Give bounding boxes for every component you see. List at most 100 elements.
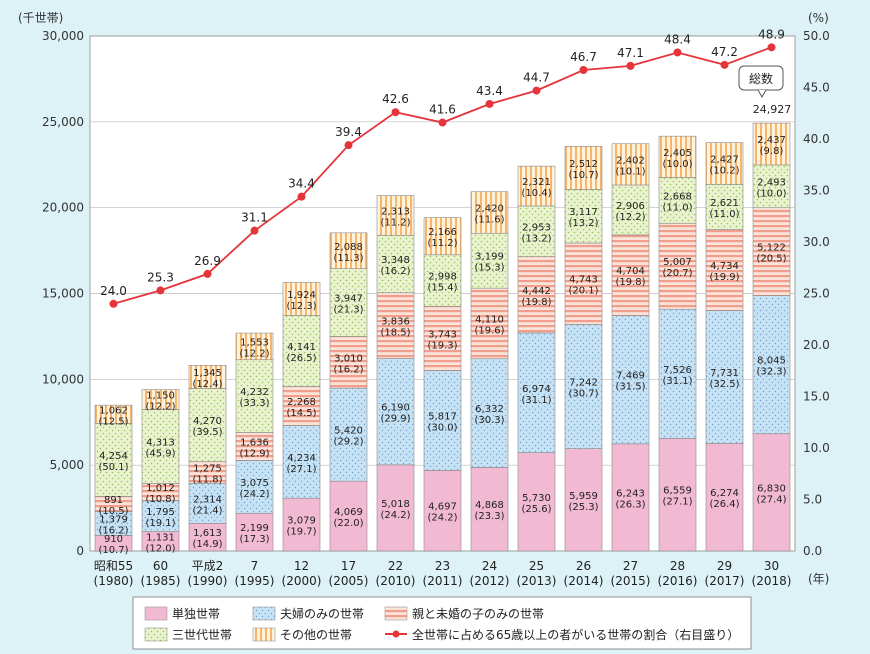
ratio-label: 44.7: [523, 71, 550, 85]
bar-segment-couple: [282, 425, 321, 499]
bar-segment-couple: [611, 315, 650, 445]
pct-label: (29.9): [380, 414, 410, 425]
value-label: 7,731: [710, 368, 739, 379]
left-tick-label: 30,000: [42, 29, 84, 43]
value-label: 1,062: [99, 405, 128, 416]
pct-label: (10.8): [145, 494, 175, 505]
x-tick-era: 26: [576, 559, 591, 573]
x-tick-era: 22: [388, 559, 403, 573]
pct-label: (19.1): [145, 518, 175, 529]
left-tick-label: 15,000: [42, 287, 84, 301]
ratio-label: 47.2: [711, 45, 738, 59]
pct-label: (16.2): [380, 266, 410, 277]
bar-segment-other: [235, 332, 274, 361]
value-label: 2,437: [757, 135, 786, 146]
value-label: 1,275: [193, 464, 222, 475]
value-label: 1,379: [99, 515, 128, 526]
ratio-point: [485, 99, 494, 108]
pct-label: (21.3): [333, 305, 363, 316]
ratio-label: 48.9: [758, 27, 785, 41]
pct-label: (16.2): [333, 364, 363, 375]
x-tick-era: 60: [153, 559, 168, 573]
bar-segment-parent_child: [564, 242, 603, 325]
pct-label: (10.4): [521, 188, 551, 199]
bar-segment-three_gen: [705, 184, 744, 230]
value-label: 5,730: [522, 493, 551, 504]
pct-label: (10.0): [662, 159, 692, 170]
bar-segment-three_gen: [658, 177, 697, 224]
x-tick-year: (2010): [376, 574, 416, 588]
value-label: 3,075: [240, 478, 269, 489]
bar-segment-single: [517, 452, 556, 552]
bar-segment-parent_child: [470, 287, 509, 360]
value-label: 3,010: [334, 353, 363, 364]
bar-segment-other: [705, 142, 744, 185]
bar-segment-single: [423, 470, 462, 552]
ratio-label: 39.4: [335, 125, 362, 139]
value-label: 1,012: [146, 483, 175, 494]
pct-label: (12.2): [239, 348, 269, 359]
x-tick-era: 平成2: [192, 559, 224, 573]
bar-segment-other: [423, 217, 462, 256]
legend: 単独世帯 夫婦のみの世帯 親と未婚の子のみの世帯 三世代世帯 その他の世帯 全世…: [132, 596, 752, 650]
right-tick-label: 30.0: [803, 235, 830, 249]
value-label: 4,704: [616, 266, 645, 277]
value-label: 6,559: [663, 486, 692, 497]
bar-segment-couple: [423, 370, 462, 471]
pct-label: (12.9): [239, 448, 269, 459]
right-tick-label: 0.0: [803, 544, 822, 558]
pct-label: (30.3): [474, 415, 504, 426]
pct-label: (24.2): [427, 513, 457, 524]
bar-segment-couple: [752, 295, 791, 435]
legend-label-three-gen: 三世代世帯: [172, 628, 232, 642]
pct-label: (19.8): [521, 297, 551, 308]
pct-label: (11.2): [380, 217, 410, 228]
x-tick-era: 27: [623, 559, 638, 573]
legend-line-marker: [392, 630, 400, 638]
ratio-point: [250, 226, 259, 235]
bar-segment-other: [470, 191, 509, 234]
pct-label: (12.5): [98, 416, 128, 427]
bar-segment-single: [658, 438, 697, 552]
x-tick-year: (2016): [658, 574, 698, 588]
value-label: 5,018: [381, 499, 410, 510]
value-label: 3,348: [381, 255, 410, 266]
value-label: 2,953: [522, 222, 551, 233]
pct-label: (22.0): [333, 518, 363, 529]
total-callout-value: 24,927: [753, 103, 792, 116]
pct-label: (50.1): [98, 462, 128, 473]
value-label: 6,830: [757, 483, 786, 494]
right-axis: 0.0 5.0 10.0 15.0 20.0 25.0 30.0 35.0 40.0 45.0 50…: [803, 29, 830, 558]
value-label: 3,079: [287, 516, 316, 527]
value-label: 2,512: [569, 159, 598, 170]
value-label: 2,427: [710, 154, 739, 165]
bar-segment-parent_child: [235, 432, 274, 461]
value-label: 6,332: [475, 404, 504, 415]
pct-label: (19.3): [427, 340, 457, 351]
bar-segment-other: [188, 365, 227, 389]
pct-label: (13.2): [568, 218, 598, 229]
bar-segment-couple: [188, 483, 227, 524]
x-tick-year: (1985): [141, 574, 181, 588]
bar-segment-three_gen: [235, 359, 274, 433]
value-label: 2,088: [334, 242, 363, 253]
ratio-label: 48.4: [664, 32, 691, 46]
ratio-label: 24.0: [100, 284, 127, 298]
x-tick-year: (1980): [94, 574, 134, 588]
value-label: 1,613: [193, 528, 222, 539]
pct-label: (20.7): [662, 268, 692, 279]
bar-segment-other: [141, 389, 180, 410]
bar-segment-three_gen: [517, 205, 556, 257]
ratio-label: 46.7: [570, 50, 597, 64]
bar-segment-single: [470, 467, 509, 552]
bar-segment-parent_child: [705, 229, 744, 311]
value-label: 3,947: [334, 294, 363, 305]
x-tick-year: (1995): [235, 574, 275, 588]
right-tick-label: 10.0: [803, 441, 830, 455]
pct-label: (25.6): [521, 504, 551, 515]
left-tick-label: 25,000: [42, 115, 84, 129]
pct-label: (19.8): [615, 277, 645, 288]
value-label: 6,243: [616, 488, 645, 499]
bar-segment-single: [564, 448, 603, 552]
ratio-label: 41.6: [429, 103, 456, 117]
